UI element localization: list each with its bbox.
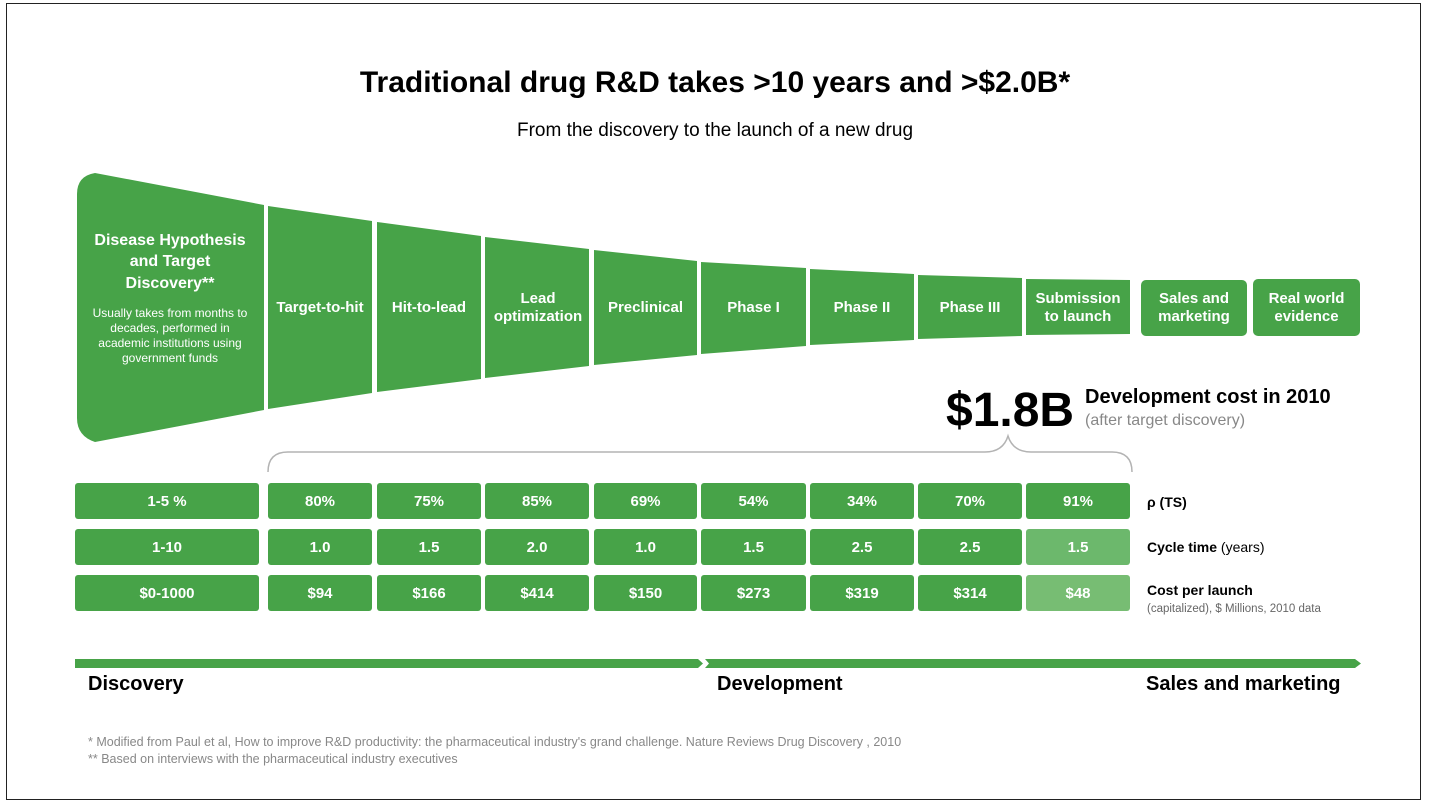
stage-label-target-to-hit: Target-to-hit bbox=[276, 299, 364, 317]
timeline-arrow-discovery bbox=[75, 659, 703, 668]
stage-discovery: Discovery bbox=[88, 673, 184, 695]
cell-cycle-time-2: 1.5 bbox=[377, 529, 481, 565]
slide-title: Traditional drug R&D takes >10 years and… bbox=[359, 66, 1071, 99]
box-sales-marketing bbox=[1141, 280, 1247, 336]
cell-cycle-time-4: 1.0 bbox=[594, 529, 697, 565]
row-sublabel-cost-per-launch: (capitalized), $ Millions, 2010 data bbox=[1147, 603, 1321, 615]
cell-cost-per-launch-1: $94 bbox=[268, 575, 372, 611]
funnel-segment-target-to-hit bbox=[268, 206, 372, 409]
cell-cost-per-launch-3: $414 bbox=[485, 575, 589, 611]
stage-label-phase-3: Phase III bbox=[939, 299, 1001, 317]
stage-label-real-world-evidence: Real world evidence bbox=[1268, 290, 1345, 325]
cell-cycle-time-0: 1-10 bbox=[75, 529, 259, 565]
stage-sales-marketing: Sales and marketing bbox=[1146, 673, 1341, 695]
timeline-arrow-development bbox=[705, 659, 1361, 668]
footnote-2: ** Based on interviews with the pharmace… bbox=[88, 752, 458, 766]
funnel-segment-phase-1 bbox=[701, 262, 806, 354]
stage-label-hit-to-lead: Hit-to-lead bbox=[391, 299, 467, 317]
cell-cycle-time-3: 2.0 bbox=[485, 529, 589, 565]
cell-success-rate-4: 69% bbox=[594, 483, 697, 519]
stage-label-sales-marketing: Sales and marketing bbox=[1158, 290, 1230, 325]
cell-success-rate-1: 80% bbox=[268, 483, 372, 519]
cell-cost-per-launch-6: $319 bbox=[810, 575, 914, 611]
discovery-title: Disease Hypothesis and Target Discovery*… bbox=[94, 232, 246, 292]
cell-success-rate-5: 54% bbox=[701, 483, 806, 519]
cell-cycle-time-8: 1.5 bbox=[1026, 529, 1130, 565]
cell-cost-per-launch-4: $150 bbox=[594, 575, 697, 611]
dev-cost-label: Development cost in 2010 bbox=[1085, 386, 1331, 408]
slide-subtitle: From the discovery to the launch of a ne… bbox=[516, 120, 914, 141]
stage-label-lead-optimization: Lead optimization bbox=[493, 290, 583, 325]
box-real-world-evidence bbox=[1253, 279, 1360, 336]
stage-label-phase-2: Phase II bbox=[833, 299, 891, 317]
row-label-cycle-time: Cycle time (years) bbox=[1147, 539, 1265, 555]
footnote-1: * Modified from Paul et al, How to impro… bbox=[88, 735, 902, 749]
funnel-segment-hit-to-lead bbox=[377, 222, 481, 392]
dev-cost-note: (after target discovery) bbox=[1085, 412, 1246, 429]
funnel-segment-submission bbox=[1026, 279, 1130, 335]
stage-label-preclinical: Preclinical bbox=[607, 299, 684, 317]
cell-success-rate-7: 70% bbox=[918, 483, 1022, 519]
cell-cost-per-launch-7: $314 bbox=[918, 575, 1022, 611]
funnel-segment-phase-2 bbox=[810, 269, 914, 345]
stage-development: Development bbox=[717, 673, 843, 695]
row-label-success-rate-text: ρ (TS) bbox=[1147, 494, 1187, 510]
row-label-cycle-time-unit: (years) bbox=[1217, 539, 1265, 555]
cell-cycle-time-5: 1.5 bbox=[701, 529, 806, 565]
stage-label-phase-1: Phase I bbox=[727, 299, 780, 317]
discovery-label-group: Disease Hypothesis and Target Discovery*… bbox=[80, 230, 260, 390]
row-label-cycle-time-text: Cycle time bbox=[1147, 539, 1218, 555]
funnel-segment-preclinical bbox=[594, 250, 697, 365]
cell-success-rate-0: 1-5 % bbox=[75, 483, 259, 519]
funnel-segment-lead-optimization bbox=[485, 237, 589, 378]
discovery-note: Usually takes from months to decades, pe… bbox=[92, 305, 248, 365]
cell-cost-per-launch-5: $273 bbox=[701, 575, 806, 611]
row-label-cost-per-launch-text: Cost per launch bbox=[1147, 582, 1253, 598]
cell-cost-per-launch-2: $166 bbox=[377, 575, 481, 611]
row-label-cost-per-launch: Cost per launch bbox=[1147, 582, 1253, 598]
dev-cost-amount: $1.8B bbox=[946, 384, 1075, 437]
funnel-segment-discovery bbox=[77, 173, 264, 442]
cell-success-rate-2: 75% bbox=[377, 483, 481, 519]
row-label-success-rate: ρ (TS) bbox=[1147, 494, 1187, 510]
cell-success-rate-3: 85% bbox=[485, 483, 589, 519]
stage-label-submission: Submission to launch bbox=[1035, 290, 1121, 325]
cell-cost-per-launch-0: $0-1000 bbox=[75, 575, 259, 611]
cell-cycle-time-7: 2.5 bbox=[918, 529, 1022, 565]
slide-frame bbox=[6, 3, 1421, 800]
cell-cost-per-launch-8: $48 bbox=[1026, 575, 1130, 611]
cell-cycle-time-1: 1.0 bbox=[268, 529, 372, 565]
cell-cycle-time-6: 2.5 bbox=[810, 529, 914, 565]
funnel-segment-phase-3 bbox=[918, 275, 1022, 339]
cell-success-rate-8: 91% bbox=[1026, 483, 1130, 519]
cell-success-rate-6: 34% bbox=[810, 483, 914, 519]
dev-cost-brace bbox=[267, 433, 1133, 473]
